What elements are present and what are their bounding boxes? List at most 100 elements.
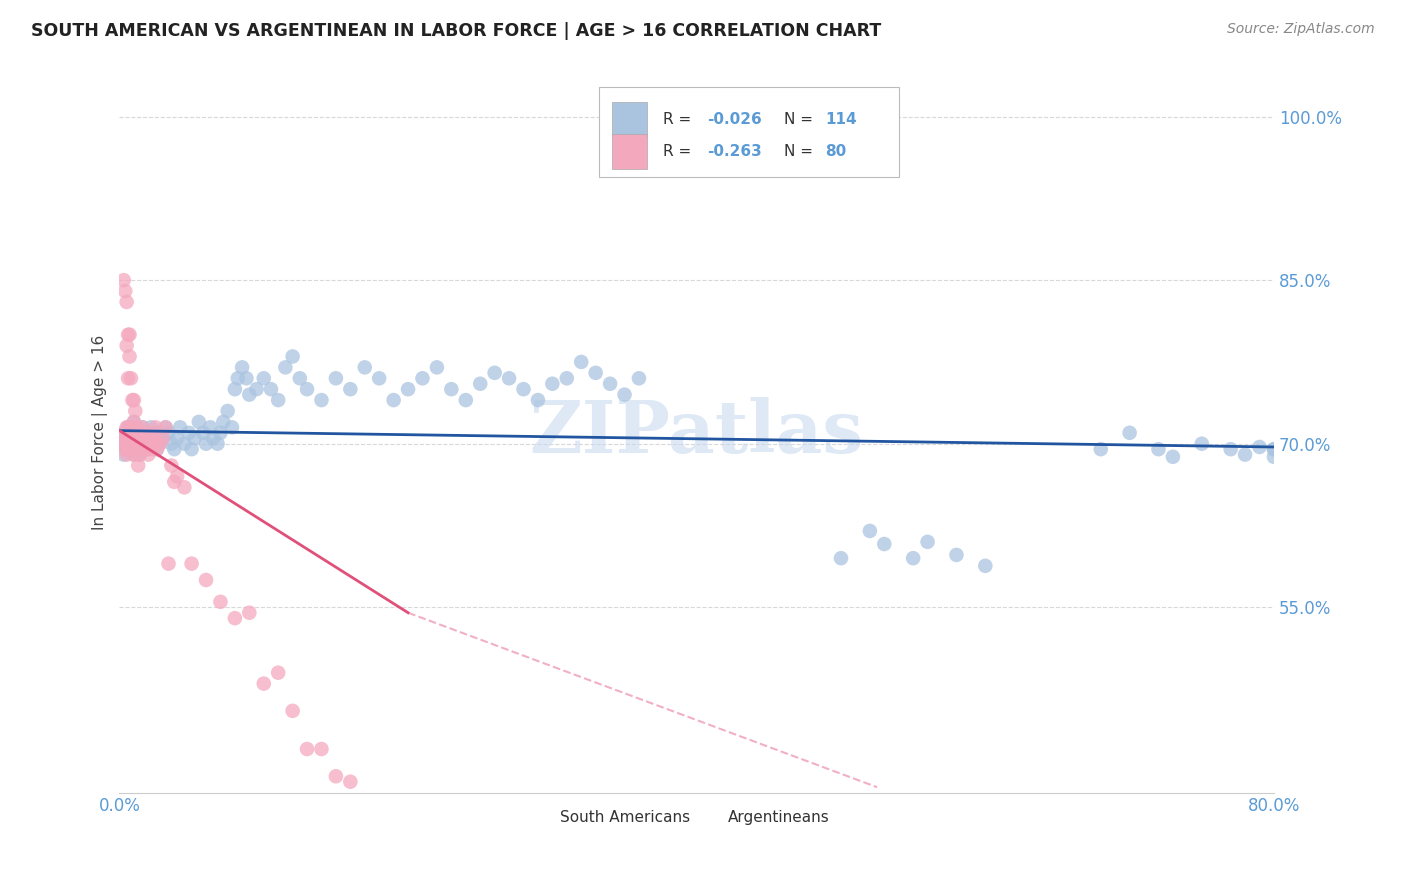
Point <box>339 774 361 789</box>
Point <box>426 360 449 375</box>
Point <box>209 595 232 609</box>
Point <box>118 425 141 440</box>
Point <box>555 371 578 385</box>
Point <box>1219 442 1241 457</box>
Point <box>136 442 159 457</box>
FancyBboxPatch shape <box>697 805 723 829</box>
Point <box>195 573 218 587</box>
Text: R =: R = <box>664 144 696 159</box>
Point <box>224 611 246 625</box>
Point <box>267 393 290 408</box>
Point <box>129 425 152 440</box>
Text: 114: 114 <box>825 112 856 127</box>
Point <box>288 371 311 385</box>
Point <box>111 436 134 450</box>
Point <box>585 366 607 380</box>
Point <box>484 366 506 380</box>
Point <box>325 769 347 783</box>
Point <box>115 420 138 434</box>
Point <box>117 327 139 342</box>
Point <box>207 436 229 450</box>
Point <box>859 524 882 538</box>
Point <box>141 425 163 440</box>
Point <box>231 360 253 375</box>
Point <box>122 436 145 450</box>
Point <box>173 436 195 450</box>
Point <box>212 415 235 429</box>
Point <box>134 436 156 450</box>
Point <box>121 442 143 457</box>
Point <box>149 436 172 450</box>
Point <box>142 436 165 450</box>
Point <box>131 431 153 445</box>
Point <box>166 469 188 483</box>
Point <box>125 436 148 450</box>
Point <box>128 436 150 450</box>
Point <box>1263 442 1285 457</box>
Point <box>281 350 304 364</box>
Point <box>115 295 138 310</box>
Point <box>121 442 143 457</box>
Point <box>901 551 924 566</box>
Text: R =: R = <box>664 112 696 127</box>
Point <box>115 442 138 457</box>
Point <box>180 442 202 457</box>
Point <box>146 442 169 457</box>
Point <box>122 436 145 450</box>
Point <box>281 704 304 718</box>
Text: N =: N = <box>785 144 818 159</box>
Point <box>114 431 136 445</box>
Point <box>124 442 146 457</box>
Point <box>135 425 157 440</box>
Point <box>128 448 150 462</box>
Point <box>1234 448 1257 462</box>
Point <box>111 436 134 450</box>
Point <box>120 431 142 445</box>
Point <box>125 420 148 434</box>
Point <box>135 431 157 445</box>
Point <box>118 327 141 342</box>
Point <box>512 382 534 396</box>
Point <box>129 442 152 457</box>
Point <box>118 350 141 364</box>
Point <box>117 431 139 445</box>
Point <box>396 382 419 396</box>
Point <box>325 371 347 385</box>
Point <box>238 606 260 620</box>
Point <box>238 387 260 401</box>
FancyBboxPatch shape <box>613 134 647 169</box>
Point <box>118 436 141 450</box>
Point <box>157 557 180 571</box>
Point <box>127 431 149 445</box>
Point <box>627 371 650 385</box>
Point <box>177 425 200 440</box>
Point <box>152 431 174 445</box>
Point <box>382 393 405 408</box>
Point <box>221 420 243 434</box>
Point <box>124 404 146 418</box>
Point <box>125 420 148 434</box>
Point <box>180 557 202 571</box>
Point <box>115 338 138 352</box>
Point <box>311 742 333 756</box>
Point <box>599 376 621 391</box>
Point <box>127 458 149 473</box>
Point <box>143 431 166 445</box>
Point <box>122 425 145 440</box>
Point <box>127 442 149 457</box>
Point <box>224 382 246 396</box>
Point <box>122 420 145 434</box>
Text: SOUTH AMERICAN VS ARGENTINEAN IN LABOR FORCE | AGE > 16 CORRELATION CHART: SOUTH AMERICAN VS ARGENTINEAN IN LABOR F… <box>31 22 882 40</box>
Point <box>122 415 145 429</box>
Point <box>191 425 214 440</box>
Point <box>411 371 433 385</box>
Text: ZIPatlas: ZIPatlas <box>530 397 863 468</box>
Point <box>160 436 183 450</box>
Point <box>131 436 153 450</box>
Point <box>1249 440 1271 454</box>
Point <box>917 534 939 549</box>
Point <box>260 382 283 396</box>
Point <box>114 431 136 445</box>
Point <box>454 393 477 408</box>
FancyBboxPatch shape <box>599 87 898 178</box>
